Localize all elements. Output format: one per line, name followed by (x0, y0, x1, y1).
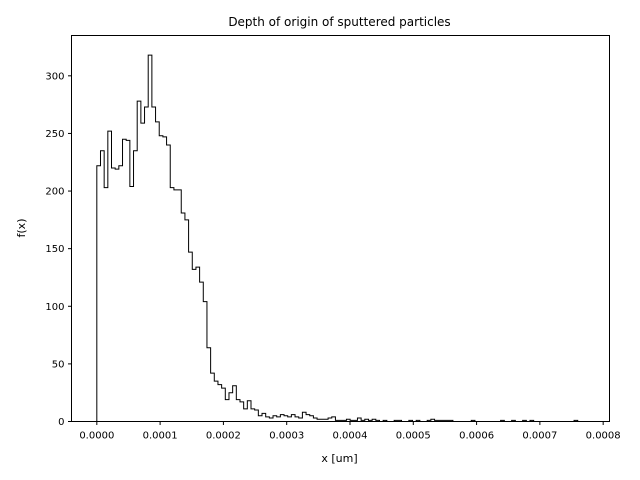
x-tick-label: 0.0004 (332, 431, 367, 442)
x-tick-label: 0.0007 (522, 431, 557, 442)
y-tick-label: 250 (45, 129, 64, 140)
y-tick-label: 50 (52, 359, 65, 370)
x-tick-label: 0.0002 (206, 431, 241, 442)
x-tick-label: 0.0006 (459, 431, 494, 442)
x-tick-label: 0.0001 (143, 431, 178, 442)
y-tick-label: 200 (45, 187, 64, 198)
plot-frame (71, 35, 610, 422)
histogram-step-line (96, 54, 589, 422)
y-tick-label: 150 (45, 244, 64, 255)
chart-title: Depth of origin of sputtered particles (228, 15, 450, 29)
y-tick-label: 0 (58, 417, 64, 428)
x-axis-label: x [um] (321, 452, 357, 465)
x-axis: 0.0000 0.0001 0.0002 0.0003 0.0004 0.0005 0.00… (79, 421, 621, 442)
x-tick-label: 0.0003 (269, 431, 304, 442)
x-tick-label: 0.0008 (586, 431, 621, 442)
y-tick-label: 100 (45, 302, 64, 313)
x-tick-label: 0.0005 (396, 431, 431, 442)
y-axis: 0 50 100 150 200 250 300 (45, 71, 72, 428)
y-tick-label: 300 (45, 71, 64, 82)
x-tick-label: 0.0000 (79, 431, 114, 442)
y-axis-label: f(x) (15, 219, 28, 238)
